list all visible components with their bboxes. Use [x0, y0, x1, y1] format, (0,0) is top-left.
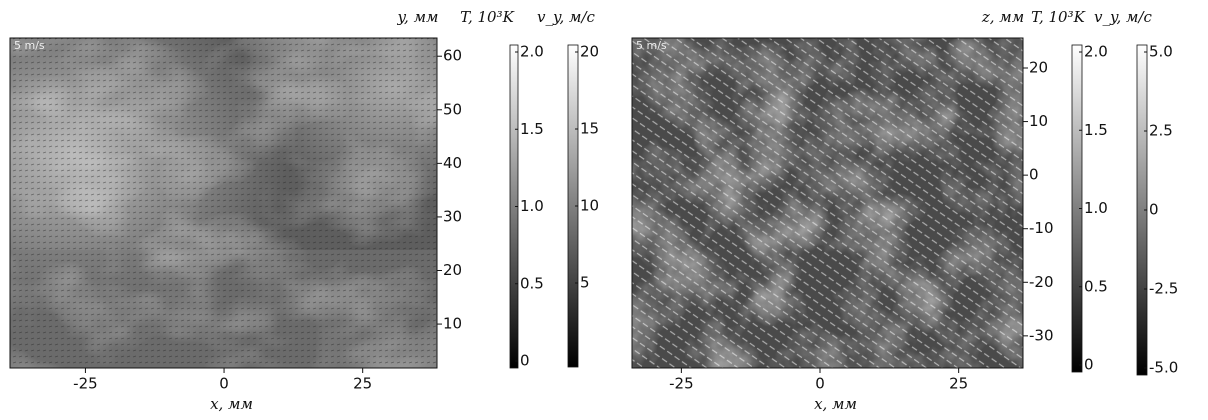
colorbar-tick-label: 0.5: [520, 274, 544, 292]
colorbar-tick-label: 20: [580, 43, 599, 61]
x-axis-label: x, мм: [210, 395, 253, 413]
annotation: 5 m/s: [14, 39, 45, 52]
y-axis-label: z, мм: [981, 8, 1024, 26]
colorbar-label: v_y, м/с: [537, 8, 595, 26]
colorbar-tick-label: -5.0: [1149, 359, 1178, 377]
colorbar-tick-label: 1.0: [520, 197, 544, 215]
y-tick-label: 20: [1029, 59, 1048, 77]
colorbar-tick-label: 1.5: [520, 120, 544, 138]
y-tick-label: 20: [443, 261, 462, 279]
x-tick-label: -25: [73, 375, 98, 393]
colorbar-tick-label: 0.5: [1084, 277, 1108, 295]
y-tick-label: 60: [443, 47, 462, 65]
colorbar-tick-label: 5.0: [1149, 43, 1173, 61]
y-tick-label: 0: [1029, 166, 1039, 184]
x-tick-label: 0: [815, 375, 825, 393]
colorbar-tick-label: -2.5: [1149, 280, 1178, 298]
panel-1-image: [10, 38, 437, 368]
x-tick-label: -25: [669, 375, 694, 393]
colorbar-tick-label: 10: [580, 197, 599, 215]
y-tick-label: -20: [1029, 273, 1054, 291]
x-tick-label: 25: [353, 375, 372, 393]
y-tick-label: 30: [443, 207, 462, 225]
colorbar-label: v_y, м/с: [1094, 8, 1152, 26]
y-tick-label: 50: [443, 100, 462, 118]
colorbar-tick-label: 1.0: [1084, 199, 1108, 217]
y-tick-label: 40: [443, 154, 462, 172]
colorbar-label: T, 10³K: [460, 8, 514, 26]
colorbar-label: T, 10³K: [1031, 8, 1085, 26]
y-tick-label: -30: [1029, 326, 1054, 344]
colorbar-tick-label: 0: [1149, 201, 1159, 219]
y-axis-label: y, мм: [397, 8, 439, 26]
colorbar-tick-label: 2.5: [1149, 122, 1173, 140]
x-tick-label: 0: [219, 375, 229, 393]
colorbar-tick-label: 2.0: [1084, 43, 1108, 61]
colorbar-tick-label: 2.0: [520, 43, 544, 61]
colorbar-tick-label: 0: [1084, 356, 1094, 374]
y-tick-label: -10: [1029, 219, 1054, 237]
y-tick-label: 10: [1029, 112, 1048, 130]
panel-2-image: [632, 38, 1023, 368]
x-axis-label: x, мм: [814, 395, 857, 413]
annotation: 5 m/s: [636, 39, 667, 52]
colorbar-tick-label: 0: [520, 352, 530, 370]
figure: 5 m/s-25025x, мм102030405060y, мм00.51.0…: [0, 0, 1208, 420]
y-tick-label: 10: [443, 315, 462, 333]
colorbar-tick-label: 1.5: [1084, 121, 1108, 139]
x-tick-label: 25: [949, 375, 968, 393]
colorbar-tick-label: 5: [580, 274, 590, 292]
colorbar-tick-label: 15: [580, 120, 599, 138]
